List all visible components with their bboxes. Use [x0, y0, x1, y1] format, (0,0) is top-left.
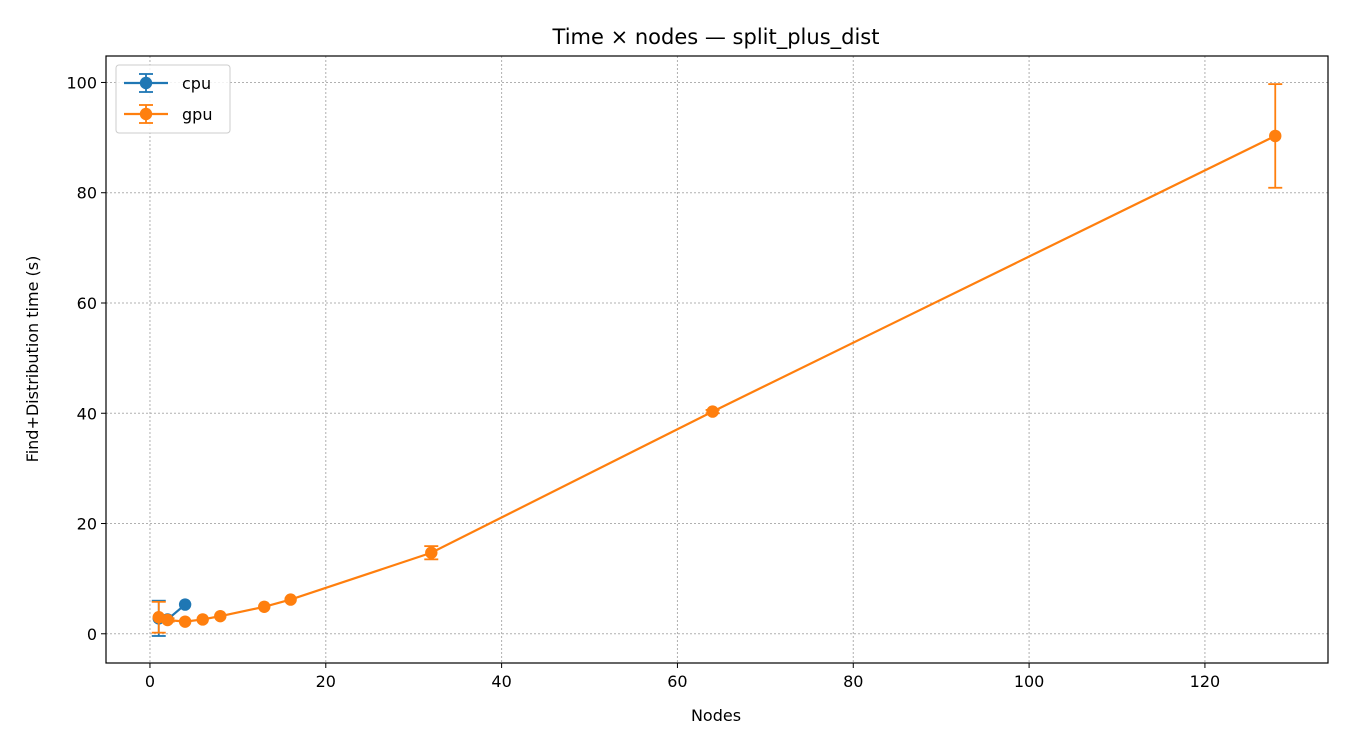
y-tick-label: 80	[77, 184, 97, 203]
data-point-gpu	[706, 405, 719, 418]
data-point-cpu	[178, 598, 192, 611]
data-point-gpu	[161, 613, 174, 627]
y-tick-label: 0	[87, 625, 97, 644]
x-tick-label: 20	[316, 672, 336, 691]
legend-label: cpu	[182, 74, 211, 93]
legend-item-gpu: gpu	[124, 104, 212, 124]
y-tick-label: 100	[66, 73, 97, 92]
chart-title: Time × nodes — split_plus_dist	[552, 25, 880, 50]
x-tick-label: 40	[491, 672, 511, 691]
legend-item-cpu: cpu	[124, 73, 211, 93]
x-tick-label: 120	[1190, 672, 1221, 691]
series-layer	[151, 83, 1283, 637]
x-tick-label: 80	[843, 672, 863, 691]
y-tick-label: 40	[77, 404, 97, 423]
data-point-gpu	[178, 615, 192, 628]
legend-marker	[139, 107, 153, 121]
y-tick-label: 60	[77, 294, 97, 313]
grid	[106, 56, 1328, 663]
data-point-gpu	[258, 600, 271, 613]
y-axis-title: Find+Distribution time (s)	[23, 256, 42, 463]
data-point-gpu	[196, 613, 209, 626]
x-tick-label: 60	[667, 672, 687, 691]
data-point-gpu	[284, 593, 297, 606]
legend: cpu gpu	[115, 64, 231, 134]
data-point-gpu	[1269, 129, 1282, 143]
legend-box	[115, 64, 231, 134]
data-point-gpu	[214, 609, 227, 623]
x-tick-label: 100	[1014, 672, 1045, 691]
data-point-gpu	[425, 546, 438, 559]
x-axis-title: Nodes	[691, 706, 741, 725]
series-gpu	[151, 83, 1283, 634]
series-line-gpu	[158, 134, 1276, 623]
plot-frame	[105, 55, 1329, 664]
legend-label: gpu	[182, 105, 212, 124]
ticks: 0 20 40 60 80 100 120 0 20 40 60 80 100	[66, 73, 1220, 691]
x-tick-label: 0	[145, 672, 155, 691]
legend-marker	[139, 76, 153, 90]
y-tick-label: 20	[77, 515, 97, 534]
